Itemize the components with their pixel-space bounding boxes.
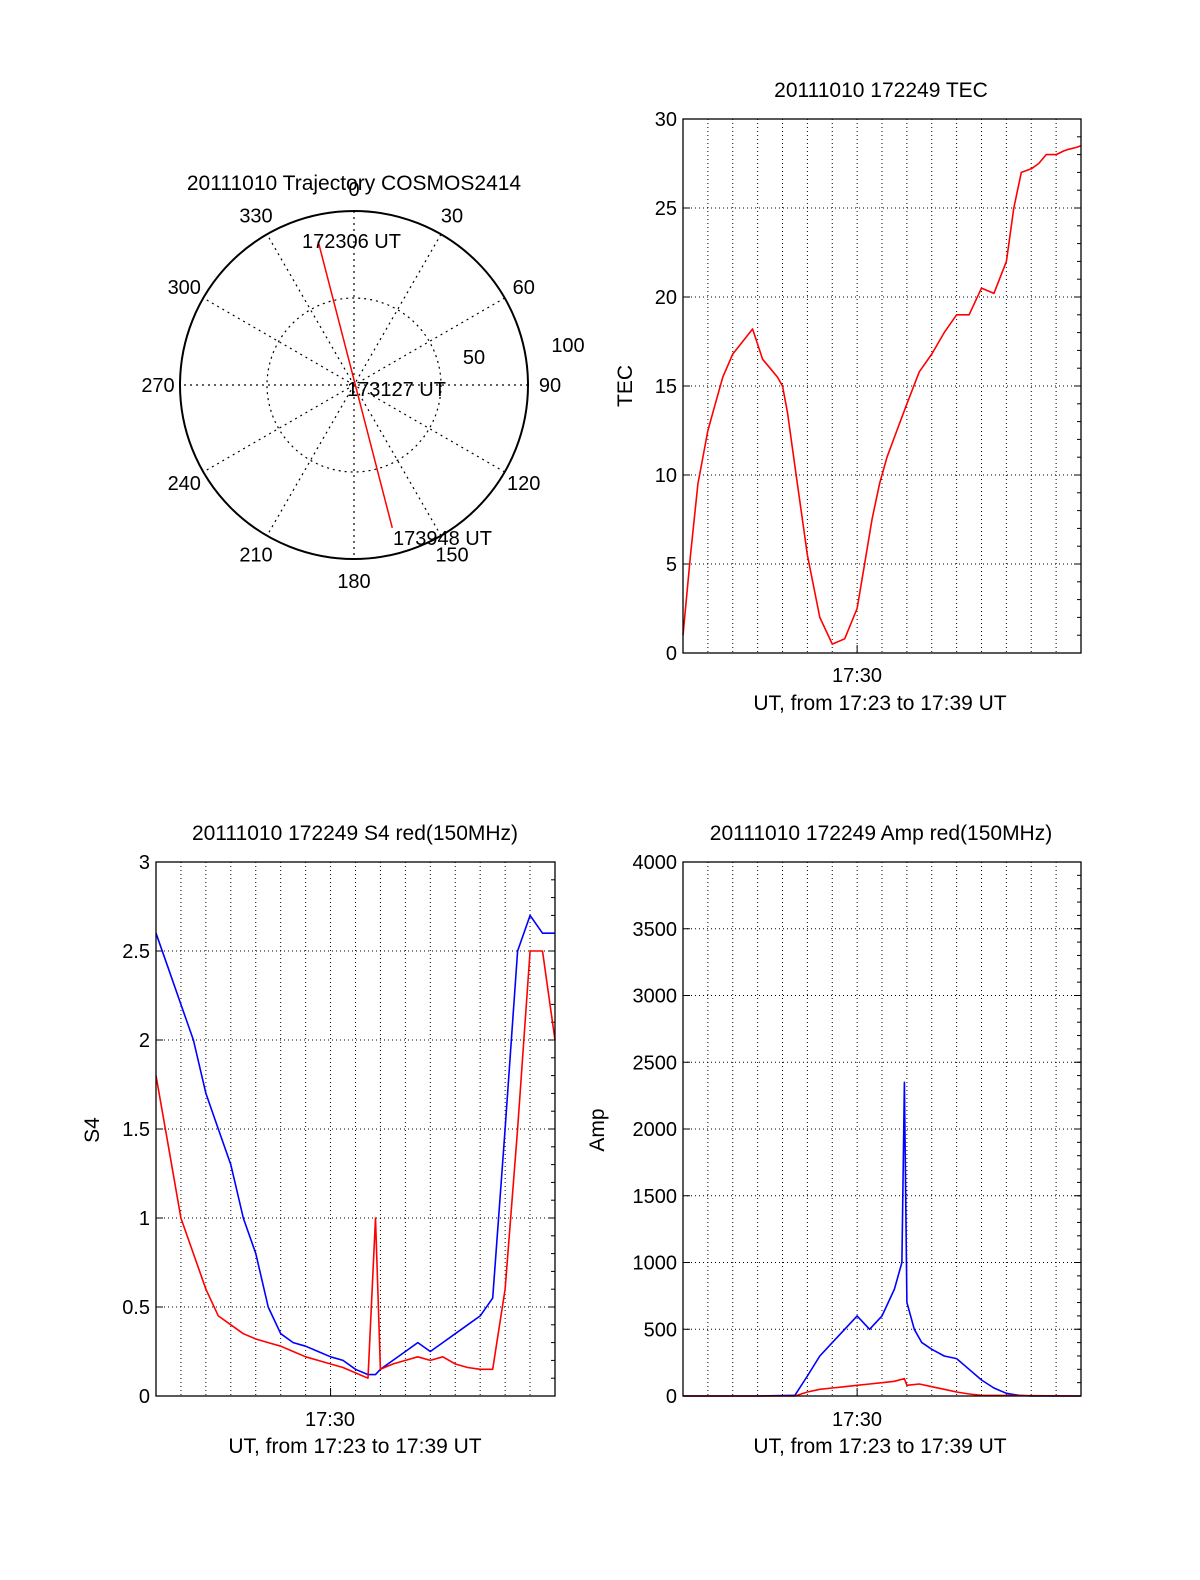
tec-y-tick-label: 30 [655,109,677,131]
tec-y-tick-label: 20 [655,287,677,309]
polar-angle-label: 210 [239,545,272,567]
s4-y-tick-label: 2 [139,1030,150,1052]
amp-y-tick-label: 2500 [633,1052,678,1074]
tec-plot-frame [682,118,1082,654]
polar-angle-label: 270 [141,375,174,397]
amp-y-tick-label: 500 [644,1319,677,1341]
amp-series-line [683,1377,1082,1397]
s4-plot-frame [155,861,556,1397]
s4-chart-title: 20111010 172249 S4 red(150MHz) [192,822,518,845]
polar-angle-label: 90 [539,375,561,397]
polar-trajectory-chart: 20111010 Trajectory COSMOS2414 0 30 60 90 12… [141,172,584,593]
tec-chart-title: 20111010 172249 TEC [774,79,988,102]
s4-y-tick-label: 0 [139,1386,150,1408]
polar-radius-label: 100 [551,335,584,357]
trajectory-mid-label: 173127 UT [347,379,446,401]
amp-plot-frame [682,861,1082,1397]
amp-y-tick-label: 1000 [633,1253,678,1275]
trajectory-start-label: 172306 UT [302,231,401,253]
polar-angle-label: 240 [168,473,201,495]
tec-y-tick-label: 25 [655,198,677,220]
polar-chart-title: 20111010 Trajectory COSMOS2414 [187,172,522,195]
amp-y-tick-label: 1500 [633,1186,678,1208]
s4-y-tick-label: 1 [139,1208,150,1230]
polar-inner-circle [266,297,442,473]
s4-y-tick-label: 2.5 [122,941,150,963]
amp-y-tick-label: 2000 [633,1119,678,1141]
s4-y-tick-label: 1.5 [122,1119,150,1141]
amp-y-tick-label: 3000 [633,986,678,1008]
polar-angle-label: 300 [168,277,201,299]
s4-series-line [155,950,556,1379]
s4-y-tick-label: 3 [139,852,150,874]
tec-y-tick-label: 10 [655,465,677,487]
tec-y-tick-label: 0 [666,643,677,665]
amp-x-axis-label: UT, from 17:23 to 17:39 UT [753,1435,1006,1458]
amp-x-tick-label: 17:30 [832,1409,882,1431]
polar-spokes [180,211,528,559]
tec-chart: 20111010 172249 TEC TEC 17:30 UT, from 1… [614,79,1082,715]
s4-series-line [155,914,555,1376]
polar-angle-label: 120 [507,473,540,495]
polar-angle-label: 330 [239,205,272,227]
amp-y-axis-label: Amp [586,1108,609,1151]
s4-y-axis-label: S4 [81,1117,104,1143]
polar-angle-label: 60 [513,277,535,299]
tec-x-axis-label: UT, from 17:23 to 17:39 UT [753,692,1006,715]
tec-x-tick-label: 17:30 [832,665,882,687]
tec-series-line [682,144,1082,645]
amp-chart: 20111010 172249 Amp red(150MHz) Amp 17:3… [586,822,1082,1458]
tec-y-tick-label: 5 [666,554,677,576]
tec-y-axis-label: TEC [614,365,637,407]
tec-y-tick-label: 15 [655,376,677,398]
polar-radius-label: 50 [463,347,485,369]
polar-angle-label: 30 [441,205,463,227]
amp-series-line [683,1081,1081,1397]
s4-y-tick-label: 0.5 [122,1297,150,1319]
s4-x-tick-label: 17:30 [305,1409,355,1431]
s4-chart: 20111010 172249 S4 red(150MHz) S4 17:30 … [81,822,556,1458]
amp-y-tick-label: 4000 [633,852,678,874]
amp-y-tick-label: 0 [666,1386,677,1408]
trajectory-line [317,241,394,529]
amp-chart-title: 20111010 172249 Amp red(150MHz) [710,822,1052,845]
amp-y-tick-label: 3500 [633,919,678,941]
polar-angle-labels: 0 30 60 90 120 150 180 210 240 270 300 330 [141,179,561,593]
trajectory-end-label: 173948 UT [393,528,492,550]
s4-x-axis-label: UT, from 17:23 to 17:39 UT [228,1435,481,1458]
polar-angle-label: 0 [348,179,359,201]
polar-spoke [266,234,442,536]
polar-angle-label: 150 [435,545,468,567]
polar-angle-label: 180 [337,571,370,593]
